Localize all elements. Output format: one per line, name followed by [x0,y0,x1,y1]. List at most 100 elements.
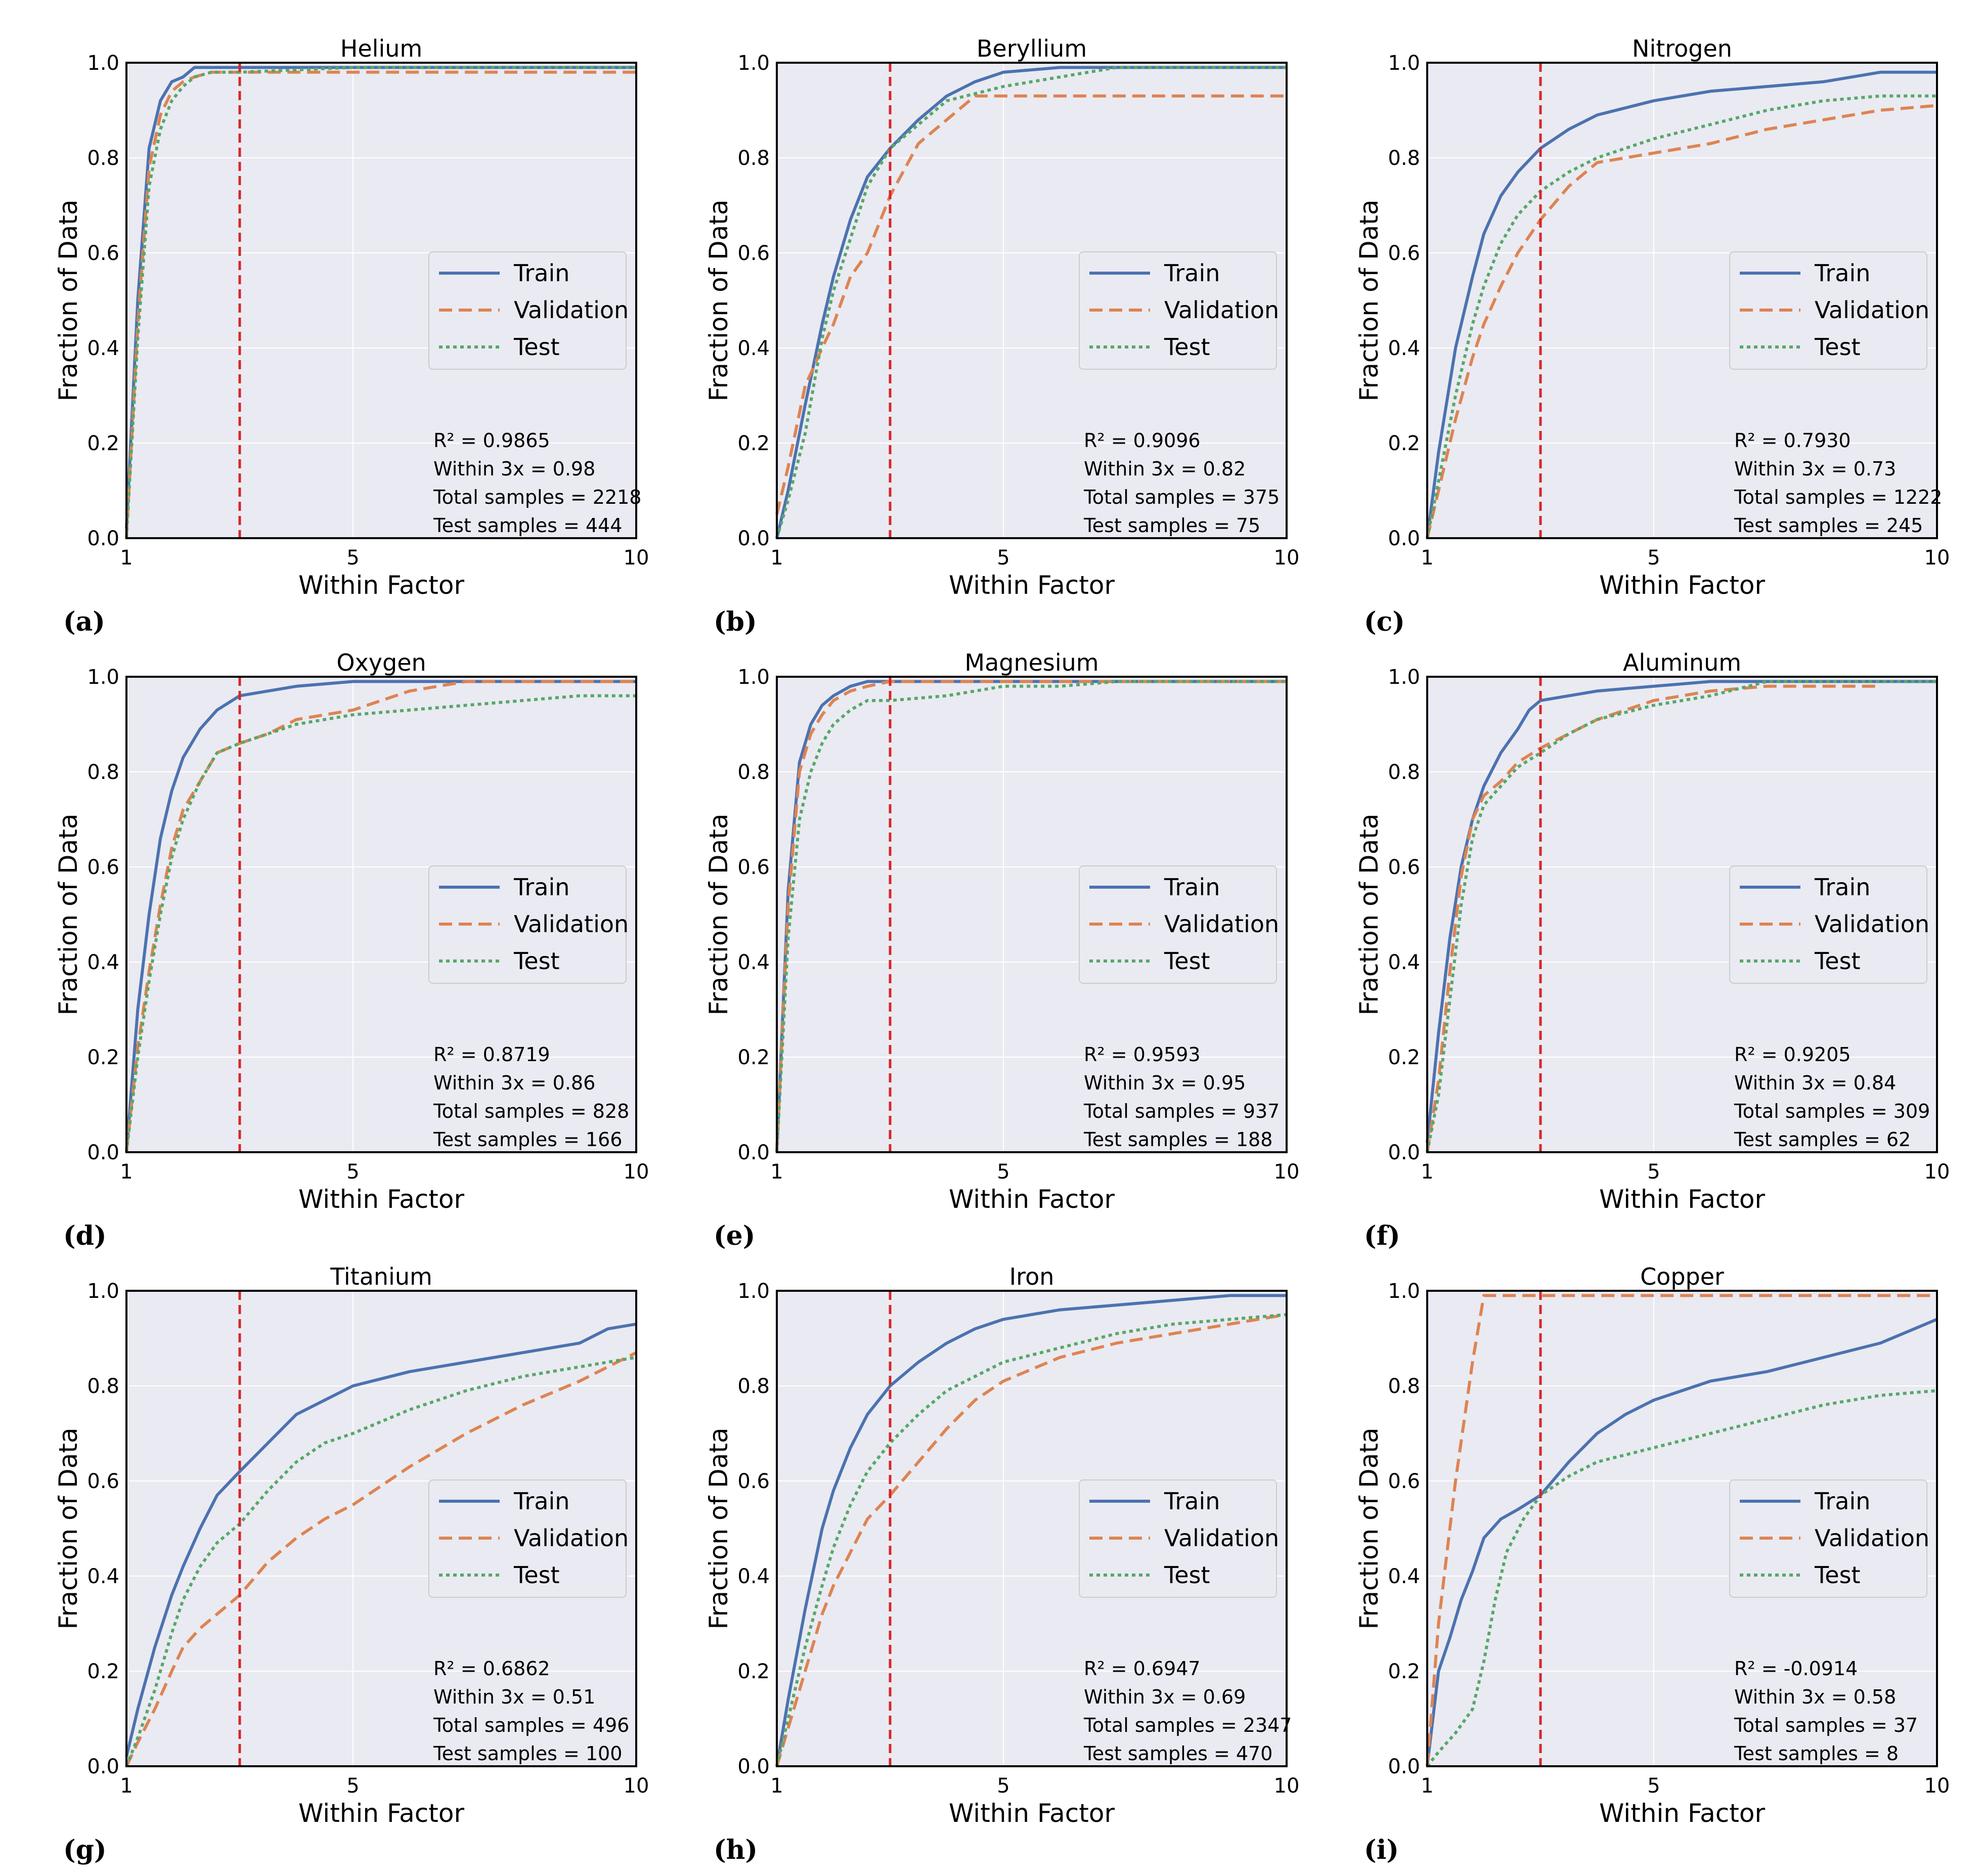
axes-frame [776,62,1288,539]
y-tick-label: 0.6 [737,242,770,265]
x-axis-label: Within Factor [949,1799,1115,1828]
series-line-validation [775,1313,1287,1767]
stat-line: Within 3x = 0.58 [1734,1686,1896,1708]
stat-line: Within 3x = 0.84 [1734,1072,1896,1094]
y-tick-label: 0.8 [1388,1375,1420,1398]
y-axis-label: Fraction of Data [1354,1428,1384,1630]
stat-line: Within 3x = 0.98 [433,458,595,480]
x-tick-label: 1 [120,1160,133,1184]
series-line-validation [125,1351,637,1767]
stat-line: Total samples = 1222 [1734,486,1943,508]
y-tick-label: 0.0 [87,1755,119,1778]
y-tick-label: 0.6 [87,242,119,265]
x-tick-label: 10 [1274,546,1300,570]
panel-label: (b) [714,606,757,637]
series-line-test [1426,680,1937,1153]
panel-label: (g) [63,1835,107,1865]
stat-line: Within 3x = 0.69 [1084,1686,1246,1708]
y-tick-label: 0.2 [87,1046,119,1069]
y-tick-label: 0.0 [87,1141,119,1164]
stat-line: Test samples = 166 [433,1128,622,1151]
y-tick-label: 0.4 [1388,951,1420,974]
series-line-validation [125,680,636,1153]
stat-line: R² = 0.7930 [1734,429,1851,452]
y-tick-label: 0.0 [1388,1141,1420,1164]
x-tick-label: 10 [624,546,649,570]
legend-label-train: Train [1164,1488,1220,1515]
y-axis-label: Fraction of Data [704,1428,733,1630]
legend-label-validation: Validation [1815,1524,1929,1552]
stat-line: Total samples = 496 [433,1714,629,1736]
legend-box [1079,865,1277,984]
y-axis-label: Fraction of Data [54,1428,83,1630]
legend-label-test: Test [513,333,560,361]
chart-panel-oxygen: 0.0 0.2 0.4 0.6 0.8 1.0 1 5 10 Oxygen Within Facto… [54,649,649,1251]
chart-panel-copper: 0.0 0.2 0.4 0.6 0.8 1.0 1 5 10 Copper Within Facto… [1354,1263,1950,1865]
x-tick-label: 5 [997,1160,1009,1184]
y-tick-label: 0.2 [87,1660,119,1683]
panel-label: (a) [63,606,105,637]
axes-frame [125,676,637,1153]
series-line-train [125,1322,637,1757]
y-tick-label: 1.0 [1388,1280,1420,1303]
stat-line: R² = 0.9593 [1084,1043,1201,1066]
chart-panel-aluminum: 0.0 0.2 0.4 0.6 0.8 1.0 1 5 10 Aluminum Within Fac… [1354,649,1950,1251]
x-tick-label: 10 [1274,1160,1300,1184]
legend-label-train: Train [1814,1488,1870,1515]
x-axis-label: Within Factor [1599,1185,1765,1214]
y-tick-label: 0.0 [737,1755,770,1778]
x-tick-label: 10 [1274,1774,1300,1798]
stat-line: Within 3x = 0.51 [433,1686,595,1708]
stat-line: R² = 0.9096 [1084,429,1201,452]
legend-label-test: Test [1814,947,1861,975]
x-tick-label: 1 [1421,1160,1433,1184]
legend-box [428,251,627,370]
chart-panel-helium: 0.0 0.2 0.4 0.6 0.8 1.0 1 5 10 Helium Within Facto… [54,35,649,637]
y-tick-label: 0.8 [737,147,770,170]
chart-panel-nitrogen: 0.0 0.2 0.4 0.6 0.8 1.0 1 5 10 Nitrogen Within Fac… [1354,35,1950,637]
stat-line: Total samples = 2218 [433,486,642,508]
x-axis-label: Within Factor [298,1799,464,1828]
y-tick-label: 1.0 [737,52,770,75]
stat-line: Test samples = 444 [433,514,622,537]
series-line-test [775,66,1287,539]
x-tick-label: 5 [346,546,359,570]
y-tick-label: 0.6 [737,1470,770,1493]
y-tick-label: 0.6 [1388,1470,1420,1493]
stat-line: Total samples = 309 [1734,1100,1930,1122]
panel-label: (c) [1364,606,1405,637]
y-tick-label: 0.8 [1388,147,1420,170]
stat-line: R² = -0.0914 [1734,1657,1858,1680]
chart-title: Iron [1009,1263,1054,1290]
legend-label-validation: Validation [1815,296,1929,324]
legend-box [1079,251,1277,370]
stat-line: Test samples = 470 [1083,1742,1272,1765]
x-axis-label: Within Factor [949,571,1115,600]
series-line-validation [1426,684,1880,1153]
stat-line: Total samples = 828 [433,1100,629,1122]
legend-label-test: Test [1164,947,1210,975]
y-tick-label: 0.4 [87,951,119,974]
stat-line: Test samples = 62 [1734,1128,1911,1151]
y-tick-label: 0.2 [737,1660,770,1683]
x-tick-label: 5 [1647,1774,1660,1798]
x-tick-label: 5 [1647,1160,1660,1184]
x-axis-label: Within Factor [1599,571,1765,600]
x-tick-label: 10 [624,1774,649,1798]
y-tick-label: 0.2 [1388,1660,1420,1683]
chart-title: Nitrogen [1632,35,1732,62]
y-tick-label: 0.4 [1388,1565,1420,1588]
y-tick-label: 0.6 [87,856,119,879]
chart-panel-iron: 0.0 0.2 0.4 0.6 0.8 1.0 1 5 10 Iron Within Factor F… [704,1263,1299,1865]
axes-frame [776,1290,1288,1767]
chart-title: Oxygen [336,649,426,676]
stat-line: Within 3x = 0.86 [433,1072,595,1094]
panel-label: (d) [63,1220,107,1251]
legend-label-validation: Validation [1164,910,1279,938]
x-tick-label: 1 [770,546,783,570]
legend-label-test: Test [1814,1561,1861,1589]
x-tick-label: 10 [624,1160,649,1184]
y-tick-label: 0.8 [87,1375,119,1398]
series-line-validation [775,94,1287,515]
series-line-validation [1426,104,1937,539]
